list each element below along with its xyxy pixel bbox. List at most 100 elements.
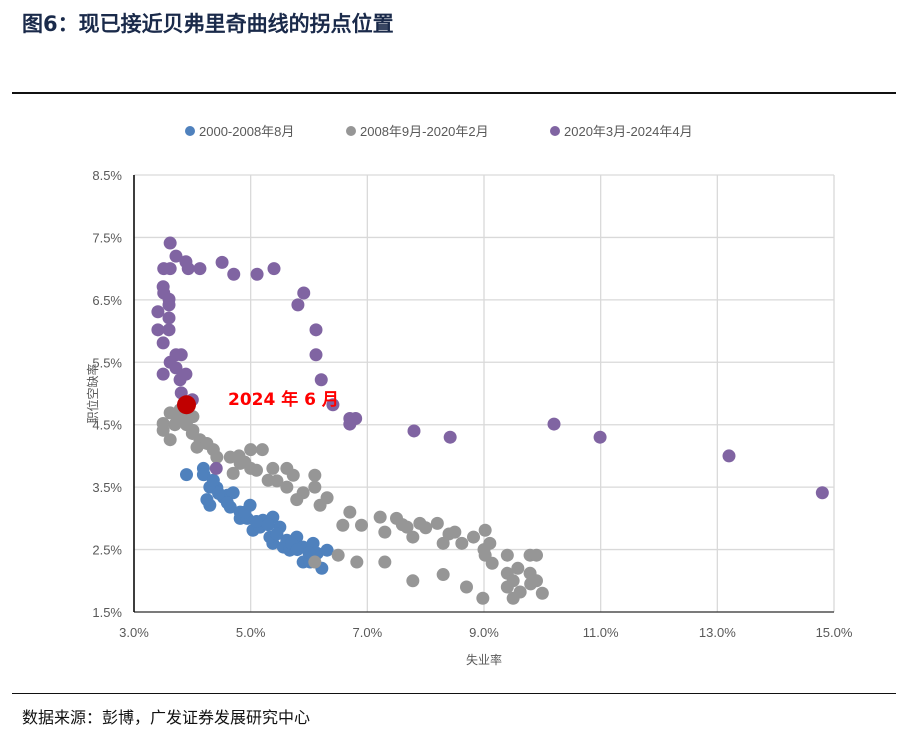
data-point [255, 443, 269, 457]
data-point [266, 461, 280, 475]
data-point [378, 555, 392, 569]
data-point [442, 527, 456, 541]
data-point [267, 262, 281, 276]
data-point [162, 323, 176, 337]
data-point [535, 586, 549, 600]
data-point [238, 505, 252, 519]
data-point [193, 262, 207, 276]
x-tick-label: 13.0% [699, 625, 736, 640]
data-point [169, 249, 183, 263]
source-note: 数据来源：彭博，广发证券发展研究中心 [22, 708, 311, 727]
data-point [290, 543, 304, 557]
data-point [215, 255, 229, 269]
data-point [343, 505, 357, 519]
legend-marker [185, 126, 195, 136]
data-point [163, 433, 177, 447]
data-point [530, 548, 543, 562]
data-point [722, 449, 736, 463]
data-point [460, 580, 473, 594]
legend-marker [550, 126, 560, 136]
data-point [593, 430, 607, 444]
y-tick-label: 2.5% [92, 543, 122, 558]
x-tick-label: 7.0% [353, 625, 383, 640]
y-axis-title: 职位空缺率 [85, 363, 100, 423]
data-point [212, 486, 226, 500]
data-point [270, 474, 284, 488]
data-point [355, 518, 368, 532]
data-point [336, 518, 350, 532]
data-point [163, 262, 177, 276]
data-point [200, 493, 214, 507]
data-point [343, 417, 357, 431]
data-point [373, 510, 387, 524]
data-point [232, 449, 246, 463]
data-point [467, 530, 480, 544]
data-point [524, 577, 538, 591]
data-point [455, 536, 469, 550]
legend-label: 2008年9月-2020年2月 [360, 124, 489, 139]
bottom-divider [12, 693, 896, 694]
data-point [162, 298, 176, 312]
data-point [227, 267, 241, 281]
data-point [209, 461, 223, 475]
data-point [250, 267, 264, 281]
x-tick-label: 3.0% [119, 625, 149, 640]
data-point [190, 440, 204, 454]
data-point [309, 323, 323, 337]
data-point [270, 527, 284, 541]
data-point [506, 574, 520, 588]
x-tick-label: 15.0% [816, 625, 853, 640]
highlight-label: 2024 年 6 月 [228, 389, 339, 410]
data-point [302, 546, 316, 560]
data-point [500, 548, 514, 562]
data-point [308, 468, 322, 482]
legend-label: 2020年3月-2024年4月 [564, 124, 693, 139]
data-point [291, 298, 305, 312]
data-point [181, 262, 195, 276]
data-point [163, 406, 177, 420]
x-tick-label: 5.0% [236, 625, 266, 640]
data-point [244, 443, 258, 457]
data-point [506, 591, 520, 605]
data-point [313, 498, 327, 512]
data-point [244, 461, 258, 475]
data-point [180, 418, 193, 432]
x-tick-label: 11.0% [583, 625, 619, 640]
data-point [220, 496, 234, 510]
data-point [331, 548, 345, 562]
data-point [156, 336, 170, 350]
data-point [156, 423, 170, 437]
data-point [476, 591, 490, 605]
data-point [286, 468, 300, 482]
y-tick-label: 4.5% [92, 418, 122, 433]
data-point [162, 311, 176, 325]
data-point [169, 361, 183, 375]
data-point [477, 543, 491, 557]
data-point [261, 518, 275, 532]
data-point [350, 555, 364, 569]
data-point [326, 398, 340, 412]
data-point [210, 450, 224, 464]
data-point [478, 523, 492, 537]
data-point [163, 236, 177, 250]
y-tick-label: 7.5% [92, 230, 122, 245]
data-point [395, 518, 409, 532]
y-tick-label: 6.5% [92, 293, 122, 308]
data-point [297, 286, 311, 300]
data-point [280, 480, 294, 494]
data-point [180, 468, 193, 482]
highlight-point [177, 395, 196, 415]
data-point [174, 348, 188, 362]
data-point [485, 556, 499, 570]
y-tick-label: 3.5% [92, 480, 122, 495]
data-point [206, 473, 220, 487]
data-point [151, 323, 165, 337]
data-point [314, 373, 328, 387]
data-point [308, 555, 322, 569]
x-axis-title: 失业率 [466, 652, 502, 667]
data-point [436, 568, 450, 582]
y-tick-label: 8.5% [92, 168, 122, 183]
figure-title: 图6：现已接近贝弗里奇曲线的拐点位置 [22, 12, 394, 36]
data-point [511, 561, 525, 575]
data-point [290, 493, 304, 507]
